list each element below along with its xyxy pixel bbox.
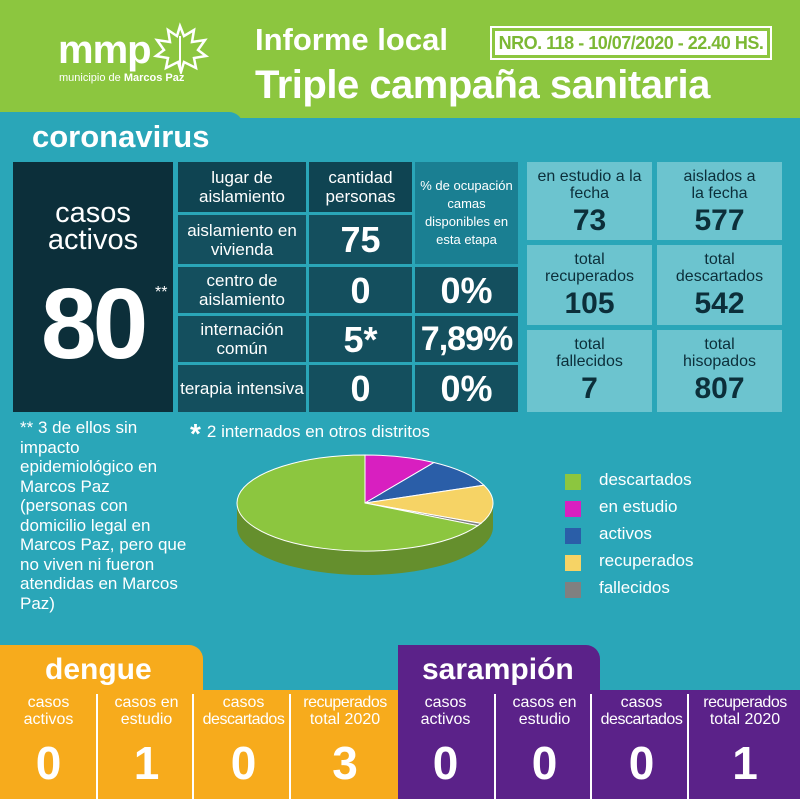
stat-descartados: total descartados 542 <box>657 245 782 325</box>
pie-slice-activos <box>364 462 485 504</box>
dengue-tab: dengue <box>0 645 203 697</box>
legend-swatch <box>565 474 581 490</box>
dengue-panel: casos activos 0 casos en estudio 1 casos de… <box>0 690 398 799</box>
sarampion-panel: casos activos 0 casos en estudio 0 casos de… <box>398 690 800 799</box>
stat-recuperados: total recuperados 105 <box>527 245 652 325</box>
stat-en-estudio: en estudio a la fecha 73 <box>527 162 652 240</box>
row-lugar: aislamiento en vivienda <box>178 215 306 264</box>
divider <box>288 694 291 799</box>
divider <box>493 694 496 799</box>
coronavirus-tab: coronavirus <box>0 112 243 158</box>
casos-activos-mark: ** <box>155 284 168 301</box>
dengue-title: dengue <box>45 653 152 686</box>
dengue-casos-activos: casos activos 0 <box>23 694 74 789</box>
title-line1: Informe local <box>255 22 448 57</box>
row-ocupacion: 7,89% <box>415 316 518 362</box>
divider <box>191 694 194 799</box>
row-ocupacion: 0% <box>415 365 518 412</box>
divider <box>686 694 689 799</box>
row-lugar: terapia intensiva <box>178 365 306 412</box>
pie-slice-recuperados <box>364 484 494 524</box>
sarampion-recuperados: recuperados total 2020 1 <box>703 694 787 789</box>
report-badge: NRO. 118 - 10/07/2020 - 22.40 HS. <box>490 26 772 60</box>
divider <box>95 694 98 799</box>
pie-slice-descartados <box>236 454 480 552</box>
header-cantidad: cantidad personas <box>309 162 412 212</box>
title-line2: Triple campaña sanitaria <box>255 63 710 107</box>
row-cantidad: 5* <box>309 316 412 362</box>
legend-swatch <box>565 528 581 544</box>
casos-activos-box: casos activos 80 ** <box>13 162 173 412</box>
sarampion-casos-estudio: casos en estudio 0 <box>512 694 577 789</box>
sarampion-casos-descartados: casos descartados 0 <box>600 694 683 789</box>
sarampion-tab: sarampión <box>398 645 600 697</box>
cases-pie-chart <box>236 454 494 575</box>
row-cantidad: 0 <box>309 267 412 313</box>
header: mmp municipio de Marcos Paz Informe loca… <box>0 0 800 118</box>
note-single-asterisk: * 2 internados en otros distritos <box>190 418 430 449</box>
row-lugar: centro de aislamiento <box>178 267 306 313</box>
logo: mmp municipio de Marcos Paz <box>55 22 230 92</box>
row-lugar: internación común <box>178 316 306 362</box>
dengue-casos-descartados: casos descartados 0 <box>202 694 285 789</box>
row-cantidad: 75 <box>309 215 412 264</box>
dengue-recuperados: recuperados total 2020 3 <box>303 694 387 789</box>
row-ocupacion: 0% <box>415 267 518 313</box>
sarampion-casos-activos: casos activos 0 <box>420 694 471 789</box>
dengue-casos-estudio: casos en estudio 1 <box>114 694 179 789</box>
header-ocupacion: % de ocupación camas disponibles en esta… <box>415 162 518 264</box>
divider <box>589 694 592 799</box>
note-double-asterisk: ** 3 de ellos sin impacto epidemiológico… <box>20 418 187 613</box>
legend-swatch <box>565 555 581 571</box>
logo-text: mmp <box>58 28 152 72</box>
sarampion-title: sarampión <box>422 653 574 686</box>
logo-subtitle: municipio de Marcos Paz <box>59 72 185 84</box>
stat-fallecidos: total fallecidos 7 <box>527 330 652 412</box>
stat-hisopados: total hisopados 807 <box>657 330 782 412</box>
pie-side <box>237 503 493 575</box>
leaf-icon <box>152 22 210 74</box>
casos-activos-label: casos activos <box>47 197 139 256</box>
coronavirus-title: coronavirus <box>32 119 210 154</box>
stat-aislados: aislados a la fecha 577 <box>657 162 782 240</box>
isolation-table: lugar de aislamiento cantidad personas %… <box>178 162 518 412</box>
legend-swatch <box>565 501 581 517</box>
header-lugar: lugar de aislamiento <box>178 162 306 212</box>
row-cantidad: 0 <box>309 365 412 412</box>
casos-activos-value: 80 <box>41 268 148 380</box>
legend-swatch <box>565 582 581 598</box>
